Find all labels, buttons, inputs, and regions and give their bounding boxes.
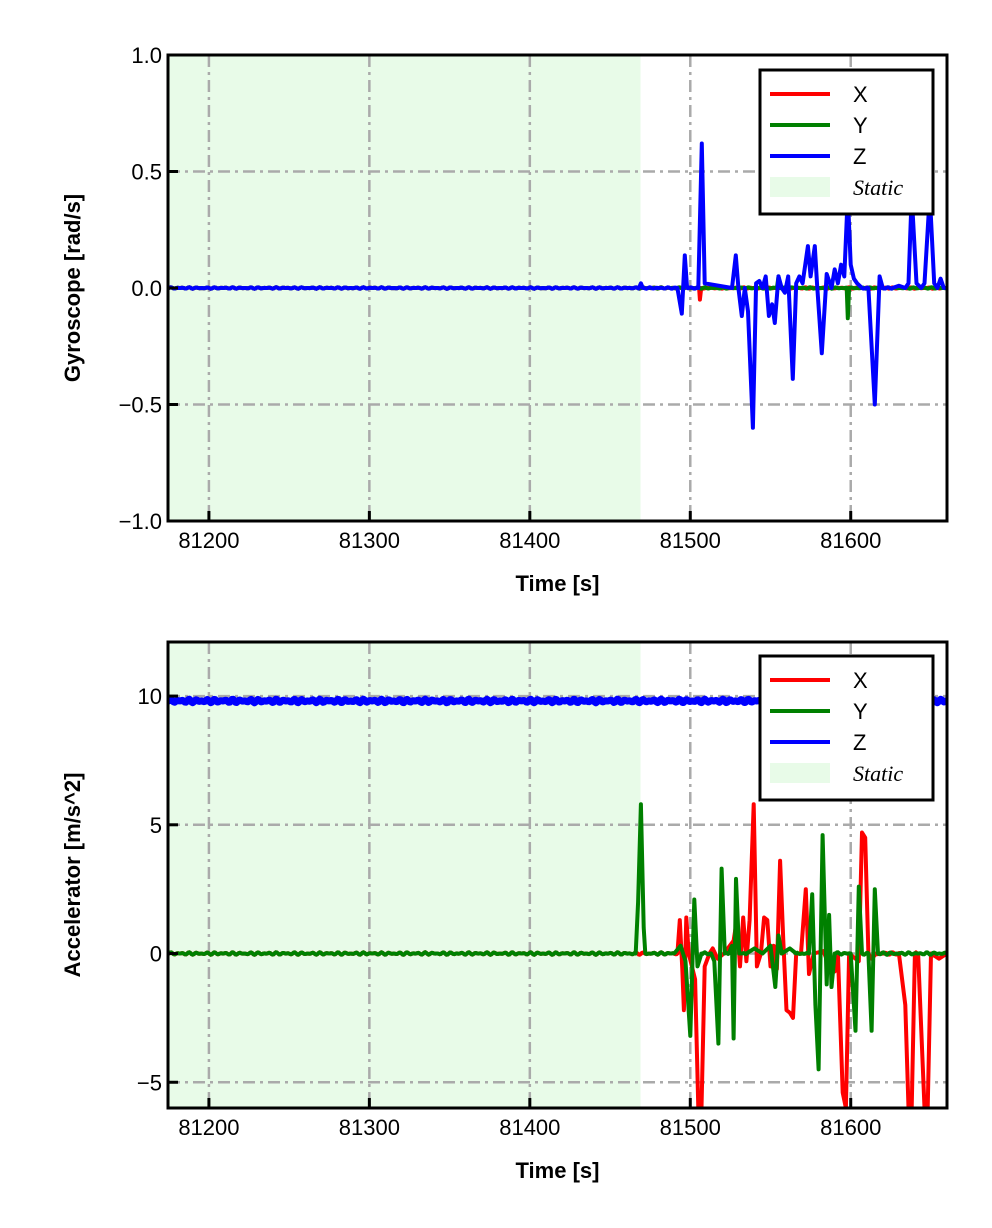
y-tick-label: 0.5 <box>131 160 162 185</box>
y-tick-label: 10 <box>138 684 162 709</box>
legend: XYZ Static <box>758 654 935 802</box>
x-axis-label: Time [s] <box>516 1158 600 1183</box>
legend-label-y: Y <box>853 113 868 138</box>
x-tick-label: 81300 <box>339 1115 400 1140</box>
y-axis-label: Gyroscope [rad/s] <box>60 194 85 382</box>
x-tick-label: 81600 <box>820 1115 881 1140</box>
x-tick-label: 81600 <box>820 528 881 553</box>
y-tick-label: −5 <box>137 1070 162 1095</box>
subplot-1: 81200 81300 81400 81500 81600 −1.0 −0.5 0.0 0.5 1… <box>60 43 949 596</box>
legend-label-z: Z <box>853 730 866 755</box>
legend-label-z: Z <box>853 144 866 169</box>
x-tick-label: 81400 <box>499 528 560 553</box>
legend-swatch-static <box>770 177 830 197</box>
x-tick-label: 81200 <box>178 528 239 553</box>
legend-label-static: Static <box>853 761 903 786</box>
y-tick-label: 1.0 <box>131 43 162 68</box>
x-tick-label: 81500 <box>660 1115 721 1140</box>
static-region <box>168 642 641 1108</box>
series-line-y <box>168 802 947 1072</box>
x-tick-label: 81400 <box>499 1115 560 1140</box>
y-tick-label: 0.0 <box>131 276 162 301</box>
series-line-z <box>168 141 947 430</box>
y-tick-label: 0 <box>150 942 162 967</box>
legend-label-static: Static <box>853 175 903 200</box>
legend: XYZ Static <box>758 68 935 216</box>
legend-label-y: Y <box>853 699 868 724</box>
subplot-2: 81200 81300 81400 81500 81600 −5 0 5 10 Time [s] A… <box>60 640 949 1183</box>
legend-label-x: X <box>853 82 868 107</box>
legend-swatch-static <box>770 763 830 783</box>
series-group <box>168 141 947 430</box>
y-tick-label: 5 <box>150 813 162 838</box>
axes-frame <box>166 640 949 1110</box>
x-axis-label: Time [s] <box>516 571 600 596</box>
x-tick-label: 81500 <box>660 528 721 553</box>
y-axis-label: Accelerator [m/s^2] <box>60 773 85 978</box>
y-tick-label: −1.0 <box>119 509 162 534</box>
x-tick-label: 81300 <box>339 528 400 553</box>
x-tick-label: 81200 <box>178 1115 239 1140</box>
legend-label-x: X <box>853 668 868 693</box>
y-tick-label: −0.5 <box>119 393 162 418</box>
